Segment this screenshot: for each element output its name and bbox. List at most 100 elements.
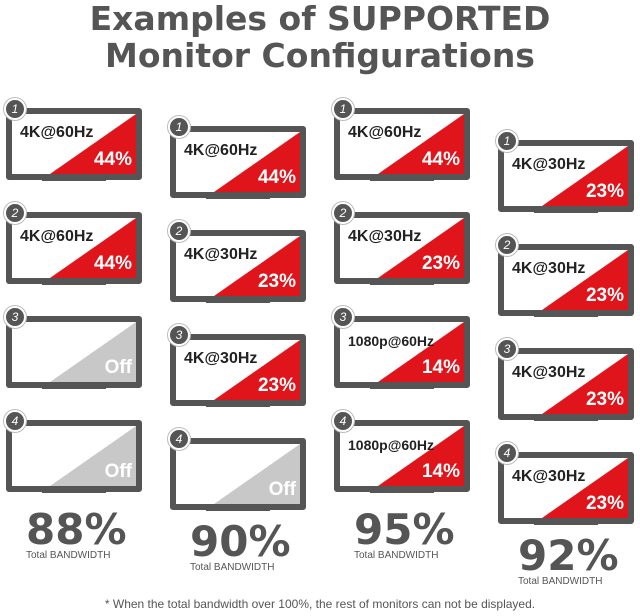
monitor: 4 Off [168, 428, 308, 518]
monitor-screen: Off [6, 316, 142, 388]
bandwidth-percent: 23% [257, 375, 296, 396]
resolution-label: 4K@30Hz [184, 246, 258, 263]
bandwidth-percent: 23% [421, 253, 460, 274]
off-indicator-triangle [214, 444, 300, 504]
bandwidth-triangle [378, 218, 464, 278]
monitor-stand [534, 312, 598, 317]
monitor-number-badge: 2 [4, 202, 26, 224]
monitor: 4 Off [4, 410, 144, 500]
total-bandwidth: 95% Total BANDWIDTH [332, 505, 472, 562]
monitor-stand [370, 488, 434, 493]
monitor: 4 1080p@60Hz 14% [332, 410, 472, 500]
bandwidth-percent: 23% [585, 181, 624, 202]
monitor-number-badge: 1 [332, 98, 354, 120]
bandwidth-triangle [378, 114, 464, 174]
monitor: 4 4K@30Hz 23% [496, 442, 636, 532]
monitor: 2 4K@60Hz 44% [4, 202, 144, 292]
monitor-stand [534, 520, 598, 525]
resolution-label: 1080p@60Hz [348, 333, 435, 349]
resolution-label: 4K@60Hz [20, 228, 94, 245]
resolution-label: 4K@60Hz [20, 124, 94, 141]
resolution-label: 4K@30Hz [512, 156, 586, 173]
monitor: 1 4K@60Hz 44% [332, 98, 472, 188]
bandwidth-percent: 23% [585, 389, 624, 410]
bandwidth-triangle [378, 426, 464, 486]
monitor-number-badge: 2 [332, 202, 354, 224]
total-bandwidth-percent: 88% [26, 505, 127, 554]
off-indicator-triangle [50, 322, 136, 382]
total-bandwidth-label: Total BANDWIDTH [354, 550, 439, 561]
monitor-screen: 1080p@60Hz 14% [334, 316, 470, 388]
monitor: 1 4K@60Hz 44% [168, 116, 308, 206]
monitor-stand [206, 402, 270, 407]
monitor: 2 4K@30Hz 23% [496, 234, 636, 324]
resolution-label: 4K@30Hz [348, 228, 422, 245]
monitor-number-badge: 2 [496, 234, 518, 256]
resolution-label: 4K@30Hz [184, 350, 258, 367]
monitor-stand [370, 280, 434, 285]
monitor-screen: 4K@30Hz 23% [498, 140, 634, 212]
monitor-screen: 4K@30Hz 23% [170, 230, 306, 302]
monitor-screen: 4K@60Hz 44% [6, 212, 142, 284]
monitor-screen: 4K@60Hz 44% [170, 126, 306, 198]
monitor-screen: 4K@30Hz 23% [498, 244, 634, 316]
monitor: 1 4K@60Hz 44% [4, 98, 144, 188]
monitor-screen: Off [6, 420, 142, 492]
bandwidth-triangle [542, 250, 628, 310]
off-label: Off [104, 357, 132, 378]
bandwidth-percent: 44% [93, 253, 132, 274]
monitor-screen: Off [170, 438, 306, 510]
bandwidth-triangle [542, 458, 628, 518]
monitor-stand [206, 194, 270, 199]
bandwidth-percent: 23% [257, 271, 296, 292]
page-title-line-2: Monitor Configurations [105, 36, 535, 75]
monitor-number-badge: 1 [496, 130, 518, 152]
monitor-screen: 4K@60Hz 44% [6, 108, 142, 180]
resolution-label: 4K@30Hz [512, 468, 586, 485]
monitor-number-badge: 3 [496, 338, 518, 360]
footnote: * When the total bandwidth over 100%, th… [104, 597, 536, 611]
monitor: 3 Off [4, 306, 144, 396]
monitor: 2 4K@30Hz 23% [168, 220, 308, 310]
monitor-screen: 4K@30Hz 23% [170, 334, 306, 406]
monitor-stand [206, 506, 270, 511]
monitor-stand [42, 280, 106, 285]
monitor-stand [42, 384, 106, 389]
bandwidth-percent: 23% [585, 285, 624, 306]
monitor-number-badge: 4 [4, 410, 26, 432]
bandwidth-percent: 44% [257, 167, 296, 188]
bandwidth-percent: 44% [93, 149, 132, 170]
bandwidth-triangle [214, 236, 300, 296]
monitor-stand [42, 488, 106, 493]
total-bandwidth: 88% Total BANDWIDTH [4, 505, 144, 562]
total-bandwidth: 90% Total BANDWIDTH [168, 520, 308, 574]
total-bandwidth: 92% Total BANDWIDTH [496, 534, 636, 588]
total-bandwidth-label: Total BANDWIDTH [26, 550, 111, 561]
monitor-number-badge: 3 [332, 306, 354, 328]
monitor-stand [534, 208, 598, 213]
monitor-stand [534, 416, 598, 421]
off-label: Off [104, 461, 132, 482]
bandwidth-triangle [50, 218, 136, 278]
monitor-screen: 4K@60Hz 44% [334, 108, 470, 180]
total-bandwidth-label: Total BANDWIDTH [518, 576, 603, 587]
monitor-screen: 4K@30Hz 23% [334, 212, 470, 284]
resolution-label: 4K@30Hz [512, 260, 586, 277]
monitor-stand [370, 176, 434, 181]
bandwidth-percent: 14% [421, 357, 460, 378]
monitor: 2 4K@30Hz 23% [332, 202, 472, 292]
off-label: Off [268, 479, 296, 500]
monitor-screen: 4K@30Hz 23% [498, 452, 634, 524]
monitor-number-badge: 3 [4, 306, 26, 328]
monitor: 3 1080p@60Hz 14% [332, 306, 472, 396]
resolution-label: 4K@60Hz [348, 124, 422, 141]
resolution-label: 1080p@60Hz [348, 437, 435, 453]
monitor: 3 4K@30Hz 23% [168, 324, 308, 414]
page-title-line-1: Examples of SUPPORTED [89, 0, 551, 38]
monitor-screen: 4K@30Hz 23% [498, 348, 634, 420]
bandwidth-triangle [542, 354, 628, 414]
bandwidth-triangle [378, 322, 464, 382]
monitor-number-badge: 2 [168, 220, 190, 242]
bandwidth-triangle [50, 114, 136, 174]
total-bandwidth-percent: 95% [354, 505, 455, 554]
